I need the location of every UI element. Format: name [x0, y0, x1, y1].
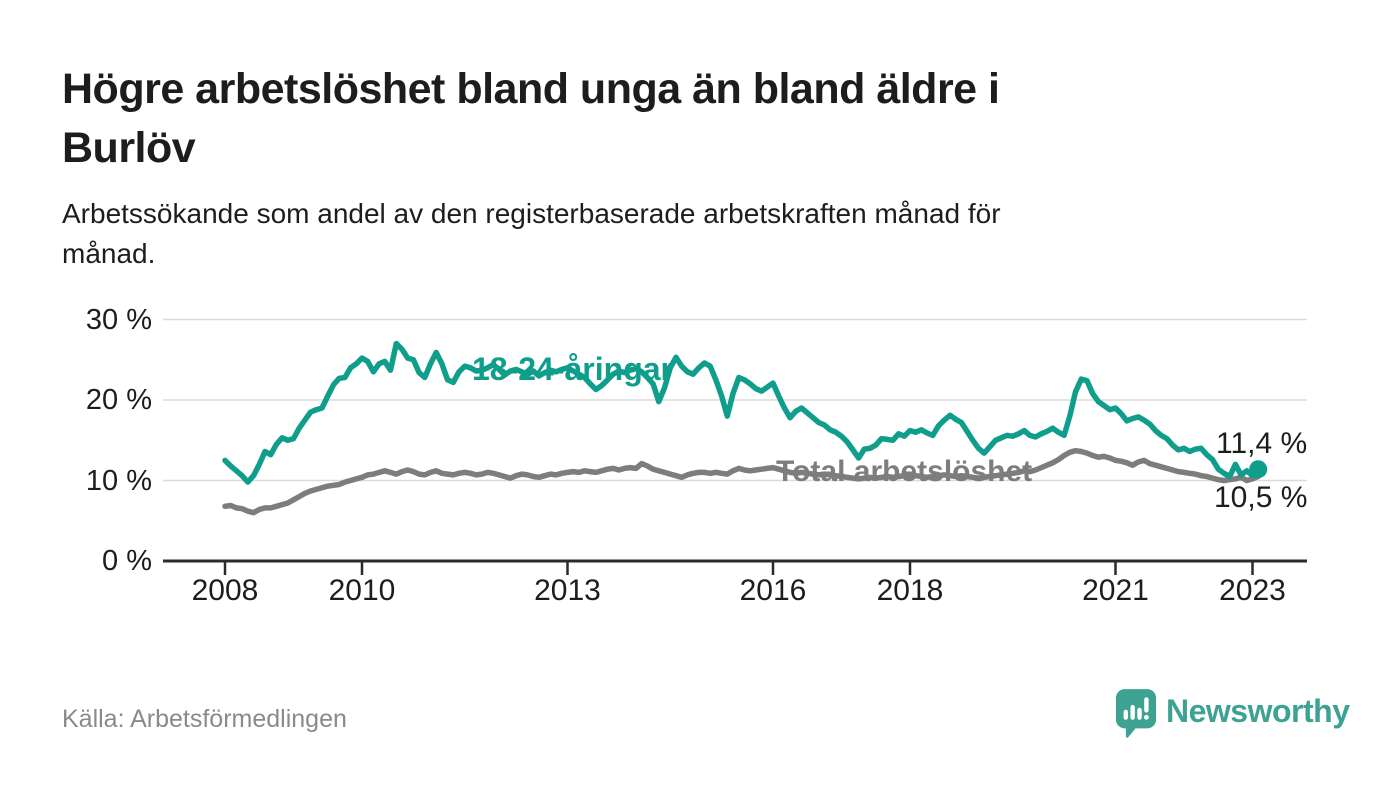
page-subtitle-line-2: månad.	[62, 238, 156, 269]
page-subtitle: Arbetssökande som andel av den registerb…	[62, 194, 1352, 274]
page-title: Högre arbetslöshet bland unga än bland ä…	[62, 60, 1352, 178]
newsworthy-brand: Newsworthy	[1115, 688, 1375, 748]
x-axis-label-2021: 2021	[1082, 574, 1149, 607]
series-line-Total arbetslöshet	[222, 447, 1261, 516]
page-title-line-2: Burlöv	[62, 124, 196, 172]
x-axis-label-2013: 2013	[534, 574, 601, 607]
series-label-total: Total arbetslöshet	[776, 455, 1033, 488]
newsworthy-wordmark: Newsworthy	[1166, 693, 1350, 729]
page-subtitle-line-1: Arbetssökande som andel av den registerb…	[62, 198, 1001, 229]
y-axis-label-10 %: 10 %	[85, 464, 152, 497]
y-axis-label-0 %: 0 %	[102, 545, 152, 577]
y-axis-label-30 %: 30 %	[85, 303, 152, 336]
x-axis-label-2016: 2016	[739, 574, 807, 607]
x-axis-label-2018: 2018	[876, 574, 944, 607]
end-value-label-18-24: 11,4 %	[1216, 427, 1308, 460]
x-axis-label-2008: 2008	[191, 574, 259, 607]
y-axis-label-20 %: 20 %	[85, 384, 152, 416]
page-title-line-1: Högre arbetslöshet bland unga än bland ä…	[62, 65, 1000, 113]
series-line-18-24-åringar	[222, 340, 1261, 485]
x-axis-label-2023: 2023	[1219, 574, 1286, 607]
x-axis-label-2010: 2010	[328, 574, 396, 607]
source-note: Källa: Arbetsförmedlingen	[62, 705, 347, 733]
speech-bubble-bar-chart-icon	[1115, 689, 1157, 738]
series-label-18-24: 18-24-åringar	[472, 351, 673, 387]
series-end-dot	[1249, 460, 1268, 479]
end-value-label-total: 10,5 %	[1214, 481, 1308, 514]
